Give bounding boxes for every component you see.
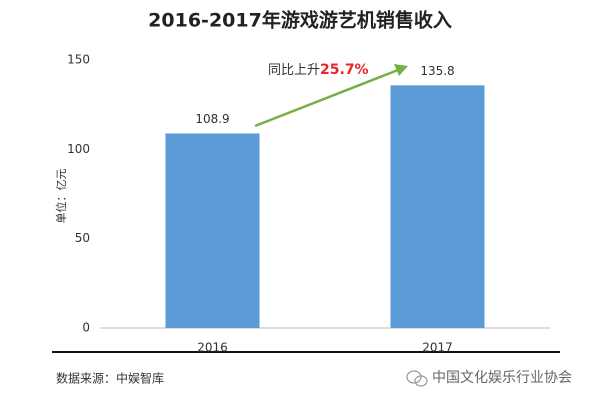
annotation-text: 同比上升 xyxy=(268,63,320,78)
bar xyxy=(165,133,260,328)
y-tick-label: 100 xyxy=(67,142,90,156)
arrow xyxy=(254,68,399,128)
source: 数据来源：中娱智库 xyxy=(56,371,164,386)
x-tick-label: 2016 xyxy=(197,341,228,355)
annotation: 同比上升25.7% xyxy=(268,62,369,78)
watermark: 中国文化娱乐行业协会 xyxy=(432,370,572,386)
y-tick-label: 0 xyxy=(82,321,90,335)
bar xyxy=(390,85,485,328)
y-tick-label: 150 xyxy=(67,53,90,67)
arrow-head xyxy=(394,64,408,76)
y-axis-label: 单位：亿元 xyxy=(54,169,68,224)
watermark-icon xyxy=(406,370,428,387)
x-tick-label: 2017 xyxy=(422,341,453,355)
chart-title: 2016-2017年游戏游艺机销售收入 xyxy=(148,9,452,32)
annotation-highlight: 25.7% xyxy=(320,62,369,78)
value-label: 108.9 xyxy=(195,112,229,126)
value-label: 135.8 xyxy=(420,64,454,78)
y-tick-label: 50 xyxy=(75,231,90,245)
